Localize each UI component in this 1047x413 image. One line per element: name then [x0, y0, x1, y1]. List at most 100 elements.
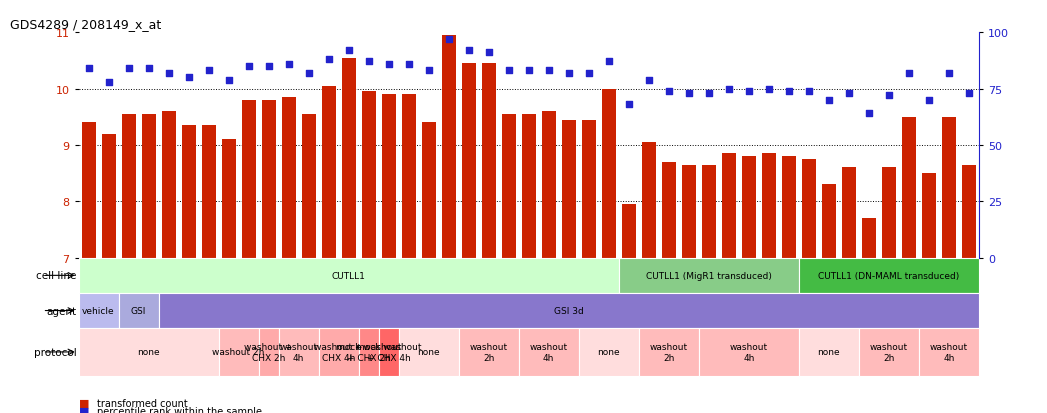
Bar: [698, 328, 799, 376]
Text: CUTLL1: CUTLL1: [332, 271, 365, 280]
Point: [821, 97, 838, 104]
Point: [900, 70, 917, 77]
Point: [81, 66, 97, 72]
Point: [940, 70, 957, 77]
Point: [340, 48, 357, 55]
Bar: [318, 328, 359, 376]
Point: [881, 93, 897, 100]
Text: none: none: [137, 348, 160, 356]
Text: mock washout
+ CHX 4h: mock washout + CHX 4h: [356, 342, 422, 362]
Text: agent: agent: [47, 306, 76, 316]
Bar: [382, 95, 396, 258]
Text: washout 2h: washout 2h: [213, 348, 265, 356]
Point: [740, 88, 757, 95]
Point: [101, 79, 117, 86]
Bar: [521, 115, 536, 258]
Bar: [799, 258, 979, 293]
Bar: [141, 115, 156, 258]
Point: [261, 64, 277, 70]
Bar: [642, 143, 655, 258]
Text: washout
2h: washout 2h: [650, 342, 688, 362]
Point: [960, 90, 977, 97]
Bar: [882, 168, 896, 258]
Bar: [942, 117, 956, 258]
Point: [841, 90, 857, 97]
Bar: [222, 140, 236, 258]
Bar: [482, 64, 495, 258]
Bar: [259, 328, 279, 376]
Bar: [799, 328, 859, 376]
Point: [200, 68, 217, 75]
Bar: [721, 154, 736, 258]
Bar: [121, 115, 135, 258]
Bar: [901, 117, 916, 258]
Text: washout
4h: washout 4h: [530, 342, 567, 362]
Text: washout
4h: washout 4h: [280, 342, 317, 362]
Bar: [341, 58, 356, 258]
Bar: [742, 157, 756, 258]
Bar: [399, 328, 459, 376]
Bar: [279, 328, 318, 376]
Bar: [562, 120, 576, 258]
Point: [500, 68, 517, 75]
Point: [300, 70, 317, 77]
Bar: [619, 258, 799, 293]
Bar: [219, 328, 259, 376]
Point: [801, 88, 818, 95]
Bar: [79, 328, 219, 376]
Bar: [582, 120, 596, 258]
Bar: [462, 64, 475, 258]
Bar: [602, 89, 616, 258]
Bar: [802, 160, 816, 258]
Bar: [859, 328, 919, 376]
Text: percentile rank within the sample: percentile rank within the sample: [97, 406, 263, 413]
Text: washout
2h: washout 2h: [470, 342, 508, 362]
Point: [380, 61, 397, 68]
Text: CUTLL1 (MigR1 transduced): CUTLL1 (MigR1 transduced): [646, 271, 772, 280]
Point: [320, 57, 337, 63]
Point: [720, 86, 737, 93]
Bar: [502, 115, 516, 258]
Bar: [282, 98, 295, 258]
Point: [441, 36, 458, 43]
Point: [861, 111, 877, 117]
Point: [140, 66, 157, 72]
Bar: [518, 328, 579, 376]
Text: transformed count: transformed count: [97, 398, 188, 408]
Point: [760, 86, 777, 93]
Point: [461, 48, 477, 55]
Bar: [161, 112, 176, 258]
Text: none: none: [598, 348, 620, 356]
Bar: [402, 95, 416, 258]
Point: [520, 68, 537, 75]
Point: [281, 61, 297, 68]
Point: [641, 77, 658, 83]
Bar: [359, 328, 379, 376]
Text: GSI 3d: GSI 3d: [554, 306, 583, 315]
Text: mock washout
+ CHX 2h: mock washout + CHX 2h: [336, 342, 401, 362]
Bar: [962, 165, 976, 258]
Point: [540, 68, 557, 75]
Bar: [118, 293, 158, 328]
Bar: [862, 219, 876, 258]
Text: washout +
CHX 4h: washout + CHX 4h: [314, 342, 363, 362]
Point: [600, 59, 617, 66]
Bar: [701, 165, 716, 258]
Bar: [919, 328, 979, 376]
Text: protocol: protocol: [34, 347, 76, 357]
Point: [621, 102, 638, 108]
Point: [560, 70, 577, 77]
Text: ■: ■: [79, 398, 89, 408]
Bar: [622, 205, 636, 258]
Bar: [379, 328, 399, 376]
Bar: [579, 328, 639, 376]
Point: [681, 90, 697, 97]
Bar: [321, 86, 336, 258]
Bar: [79, 293, 118, 328]
Point: [240, 64, 257, 70]
Bar: [181, 126, 196, 258]
Bar: [302, 115, 315, 258]
Point: [180, 75, 197, 81]
Bar: [242, 100, 255, 258]
Text: washout
4h: washout 4h: [930, 342, 968, 362]
